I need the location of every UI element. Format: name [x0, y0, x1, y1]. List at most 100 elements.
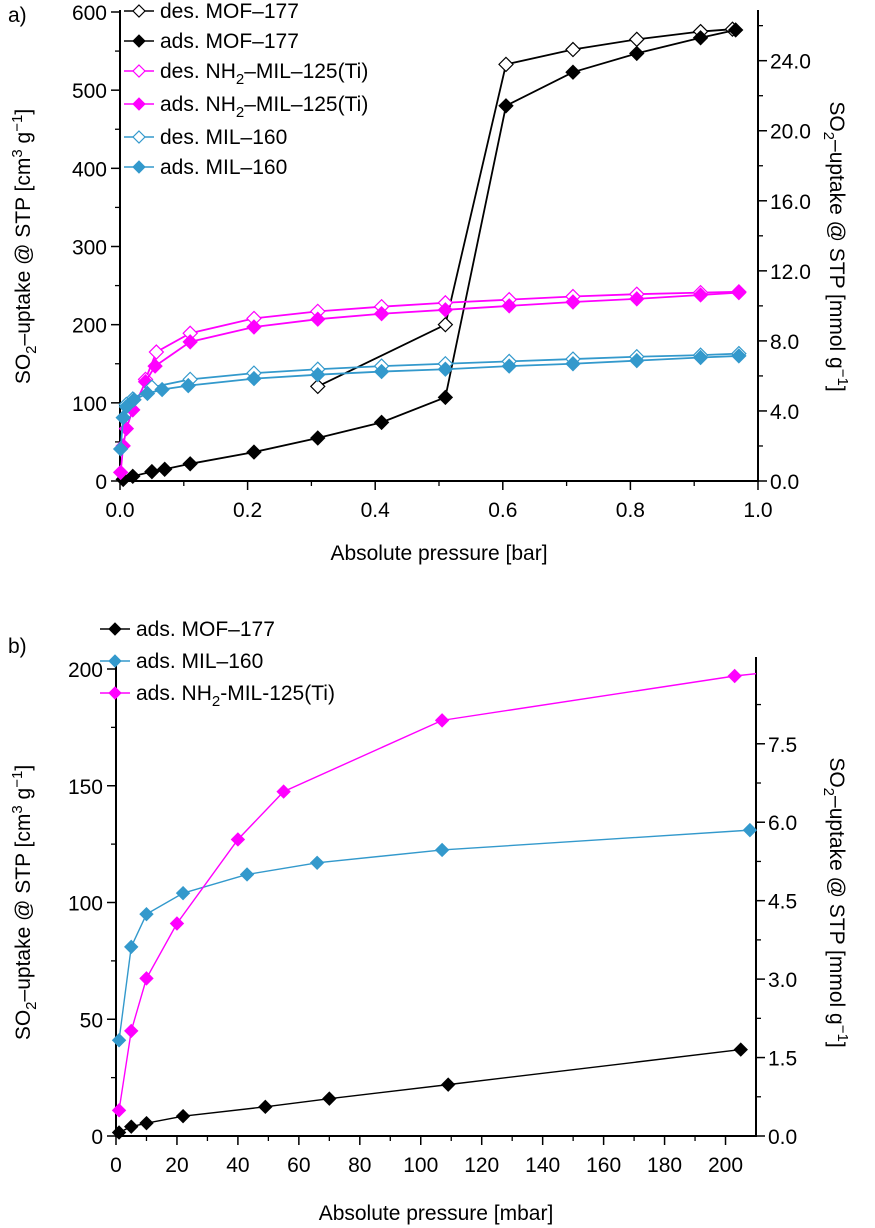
y-title-sup: 3 [9, 805, 26, 813]
data-point [169, 916, 185, 931]
x-tick-label: 160 [586, 1154, 621, 1177]
data-point [629, 45, 645, 62]
data-point [731, 284, 747, 301]
legend: des. MOF–177 ads. MOF–177 des. NH2–MIL–125… [124, 0, 368, 179]
data-point [246, 319, 262, 335]
y-title-sup: −1 [9, 771, 26, 788]
y2-tick-label: 7.5 [768, 734, 797, 757]
x-tick-label: 120 [464, 1154, 499, 1177]
legend-label-part: ads. MIL–160 [136, 650, 263, 673]
legend-marker [132, 160, 146, 174]
y-tick-label: 500 [72, 80, 107, 103]
legend-marker [108, 622, 122, 636]
y-axis-title: SO2–uptake @ STP [cm3 g−1] [9, 109, 40, 384]
legend-label: des. MIL–160 [160, 126, 287, 149]
data-point [154, 381, 170, 398]
y2-tick-label: 12.0 [770, 261, 811, 284]
y2-tick-label: 8.0 [770, 331, 799, 354]
series-ads-nh2-mil-125-ti- [111, 668, 757, 1118]
data-point [112, 464, 129, 481]
data-point [437, 302, 454, 318]
y2-tick-label: 4.5 [768, 891, 797, 914]
panel-label: b) [8, 635, 27, 658]
data-point [115, 409, 131, 426]
data-point [309, 378, 326, 395]
y2-title-sup: −1 [834, 369, 851, 386]
y-title-sub: 2 [23, 1001, 40, 1009]
legend-label: des. MOF–177 [160, 0, 299, 23]
data-point [731, 348, 747, 364]
y-tick-label: 200 [72, 315, 107, 338]
y-title-part: g [12, 788, 35, 806]
data-point [175, 1108, 191, 1124]
y-title-part: SO [12, 1010, 35, 1040]
data-point [742, 822, 758, 838]
legend-label: ads. NH2-MIL-125(Ti) [136, 682, 335, 710]
legend-marker [132, 4, 146, 18]
data-point [180, 377, 196, 394]
y2-title-sup: −1 [834, 1025, 851, 1042]
x-tick-label: 200 [708, 1154, 743, 1177]
legend-label-sub: 2 [236, 71, 244, 88]
series-line [118, 1048, 741, 1134]
data-point [501, 298, 517, 314]
y2-tick-label: 20.0 [770, 121, 811, 144]
legend-label-part: ads. NH [160, 93, 236, 116]
legend-marker [132, 34, 146, 48]
legend-label-part: –MIL–125(Ti) [244, 60, 368, 83]
y2-tick-label: 1.5 [768, 1048, 797, 1071]
data-point [111, 1103, 127, 1118]
y2-title-part: ] [825, 1042, 848, 1048]
x-tick-label: 1.0 [743, 499, 772, 522]
y2-tick-label: 6.0 [768, 812, 797, 835]
y-tick-label: 200 [68, 659, 103, 682]
data-point [309, 855, 325, 871]
y-title-part: SO [12, 354, 35, 384]
data-point [373, 306, 390, 322]
x-tick-label: 0.2 [233, 499, 262, 522]
legend-item: ads. MIL–160 [124, 156, 287, 179]
y2-tick-label: 0.0 [770, 471, 799, 494]
y-tick-label: 100 [68, 893, 103, 916]
legend-item: ads. MOF–177 [124, 30, 299, 53]
legend-marker [132, 130, 146, 144]
y2-tick-label: 16.0 [770, 191, 811, 214]
series-ads-mil-160 [111, 822, 758, 1048]
data-point [437, 316, 454, 333]
x-tick-label: 40 [226, 1154, 249, 1177]
y-title-part: –uptake @ STP [cm [12, 814, 35, 1002]
data-point [498, 56, 514, 73]
data-point [239, 867, 255, 882]
data-point [628, 31, 645, 48]
data-point [733, 1042, 748, 1057]
data-point [139, 971, 154, 986]
series-line [144, 290, 739, 380]
series-line [118, 829, 750, 1041]
series-ads-mof-177 [115, 22, 744, 488]
data-point [182, 334, 198, 350]
y2-tick-label: 24.0 [770, 51, 811, 74]
legend-label-part: des. NH [160, 60, 236, 83]
x-tick-label: 0.4 [361, 499, 391, 522]
data-point [276, 784, 291, 799]
y-tick-label: 0 [91, 1126, 103, 1149]
legend-label-part: des. MOF–177 [160, 0, 299, 23]
x-tick-label: 60 [287, 1154, 310, 1177]
data-point [498, 98, 514, 114]
series-line [118, 672, 757, 1111]
y2-tick-label: 4.0 [770, 401, 799, 424]
x-tick-label: 20 [165, 1154, 188, 1177]
data-point [434, 842, 450, 858]
y2-title-part: –uptake @ STP [mmol g [825, 796, 848, 1025]
y-tick-label: 150 [68, 776, 103, 799]
data-point [310, 366, 326, 383]
data-point [692, 287, 709, 303]
legend-item: ads. NH2-MIL-125(Ti) [100, 682, 335, 710]
y-title-sup: −1 [9, 115, 26, 132]
y-tick-label: 100 [72, 393, 107, 416]
data-point [565, 356, 581, 372]
y-title-part: g [12, 132, 35, 150]
series-line [119, 291, 739, 473]
legend-label: ads. MOF–177 [160, 30, 299, 53]
